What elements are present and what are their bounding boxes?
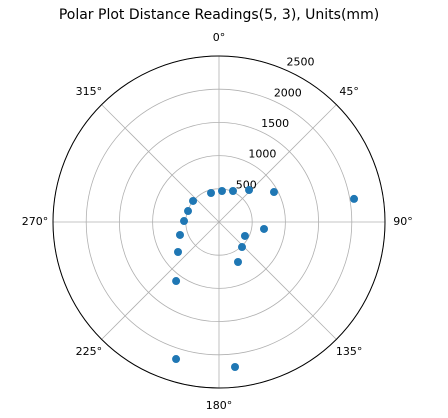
radial-tick-label: 2000	[274, 86, 302, 99]
point	[260, 224, 269, 233]
point	[240, 231, 249, 240]
point	[207, 189, 216, 198]
point	[350, 194, 359, 203]
angle-tick-label: 90°	[393, 215, 413, 228]
angle-grid-line	[101, 221, 220, 340]
plot-border	[52, 55, 386, 389]
point	[238, 243, 247, 252]
angle-grid-line	[218, 221, 337, 340]
angle-tick-label: 315°	[76, 85, 103, 98]
radial-tick-label: 1000	[248, 148, 276, 161]
angle-grid-line	[101, 104, 220, 223]
angle-tick-label: 135°	[336, 345, 363, 358]
point	[184, 207, 193, 216]
point	[180, 217, 189, 226]
radial-tick-label: 2500	[287, 56, 315, 69]
radial-grid-line	[119, 122, 319, 322]
angle-grid-line	[218, 104, 337, 223]
angle-tick-label: 0°	[213, 31, 226, 44]
angle-tick-label: 270°	[22, 215, 49, 228]
angle-tick-label: 225°	[76, 345, 103, 358]
point	[233, 258, 242, 267]
point	[175, 230, 184, 239]
point	[174, 248, 183, 257]
point	[231, 362, 240, 371]
point	[172, 277, 181, 286]
point	[245, 186, 254, 195]
point	[217, 187, 226, 196]
point	[228, 187, 237, 196]
radial-tick-label: 1500	[261, 117, 289, 130]
chart-title: Polar Plot Distance Readings(5, 3), Unit…	[59, 7, 379, 23]
radial-grid-line	[85, 88, 353, 356]
point	[189, 196, 198, 205]
point	[269, 188, 278, 197]
angle-tick-label: 45°	[339, 85, 359, 98]
point	[172, 355, 181, 364]
angle-tick-label: 180°	[206, 399, 233, 412]
radial-grid-line	[152, 155, 286, 289]
